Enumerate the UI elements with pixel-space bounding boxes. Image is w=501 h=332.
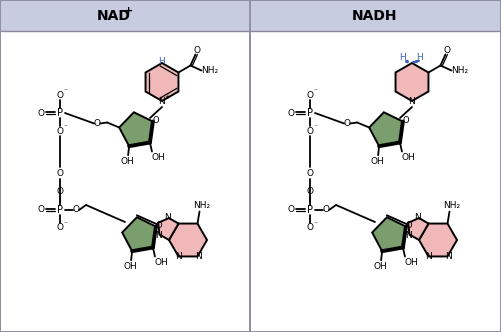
Text: O: O xyxy=(153,116,159,125)
Text: O: O xyxy=(307,91,314,100)
Text: H: H xyxy=(159,57,165,66)
Bar xyxy=(1,32,249,331)
Polygon shape xyxy=(372,217,406,251)
Text: OH: OH xyxy=(373,262,387,271)
Text: OH: OH xyxy=(120,157,134,166)
Text: H: H xyxy=(417,53,423,62)
Text: P: P xyxy=(57,108,63,118)
Text: ⁻: ⁻ xyxy=(313,219,317,228)
Text: O: O xyxy=(406,221,412,230)
Polygon shape xyxy=(369,112,403,146)
Text: N: N xyxy=(195,252,202,261)
Text: ⁻: ⁻ xyxy=(313,87,317,96)
Text: O: O xyxy=(57,126,64,135)
Text: O: O xyxy=(288,109,295,118)
Text: O: O xyxy=(57,188,64,197)
Text: O: O xyxy=(38,109,45,118)
Text: +: + xyxy=(164,94,170,100)
Text: N: N xyxy=(159,97,165,106)
Text: O: O xyxy=(307,223,314,232)
Text: N: N xyxy=(409,97,415,106)
Text: O: O xyxy=(57,91,64,100)
Text: O: O xyxy=(323,206,330,214)
Text: O: O xyxy=(444,46,451,55)
Text: N: N xyxy=(175,252,182,261)
Text: OH: OH xyxy=(401,153,415,162)
Text: ⁻: ⁻ xyxy=(313,123,317,131)
Text: OH: OH xyxy=(404,258,418,267)
Text: O: O xyxy=(307,126,314,135)
Text: OH: OH xyxy=(123,262,137,271)
Polygon shape xyxy=(146,63,178,101)
Text: O: O xyxy=(307,169,314,178)
Polygon shape xyxy=(169,223,207,256)
Text: O: O xyxy=(73,206,80,214)
Polygon shape xyxy=(408,218,428,240)
Text: N: N xyxy=(405,231,412,240)
Text: P: P xyxy=(307,205,313,215)
Text: +: + xyxy=(124,6,133,16)
Text: N: N xyxy=(415,212,421,221)
Bar xyxy=(251,32,500,331)
Polygon shape xyxy=(122,217,156,251)
Text: NH₂: NH₂ xyxy=(193,201,210,210)
Text: NAD: NAD xyxy=(97,9,131,23)
Text: O: O xyxy=(57,223,64,232)
Text: NH₂: NH₂ xyxy=(201,66,218,75)
Text: P: P xyxy=(307,108,313,118)
Text: N: N xyxy=(445,252,452,261)
Text: O: O xyxy=(94,119,101,128)
Bar xyxy=(1,1,500,31)
Text: NH₂: NH₂ xyxy=(443,201,460,210)
Text: OH: OH xyxy=(151,153,165,162)
Text: OH: OH xyxy=(370,157,384,166)
Text: OH: OH xyxy=(154,258,168,267)
Text: O: O xyxy=(156,221,162,230)
Polygon shape xyxy=(419,223,457,256)
Text: O: O xyxy=(307,188,314,197)
Text: ⁻: ⁻ xyxy=(63,123,67,131)
Polygon shape xyxy=(396,63,428,101)
Text: O: O xyxy=(344,119,351,128)
Text: H: H xyxy=(400,53,406,62)
Text: O: O xyxy=(194,46,201,55)
Text: O: O xyxy=(38,206,45,214)
Text: NH₂: NH₂ xyxy=(451,66,468,75)
Text: O: O xyxy=(403,116,409,125)
Polygon shape xyxy=(119,112,153,146)
Text: O: O xyxy=(57,169,64,178)
Text: ⁻: ⁻ xyxy=(63,87,67,96)
Text: ⁻: ⁻ xyxy=(63,219,67,228)
Polygon shape xyxy=(158,218,178,240)
Text: P: P xyxy=(57,205,63,215)
Text: N: N xyxy=(165,212,171,221)
Text: N: N xyxy=(155,231,162,240)
Text: N: N xyxy=(425,252,432,261)
Text: NADH: NADH xyxy=(352,9,398,23)
Text: O: O xyxy=(288,206,295,214)
